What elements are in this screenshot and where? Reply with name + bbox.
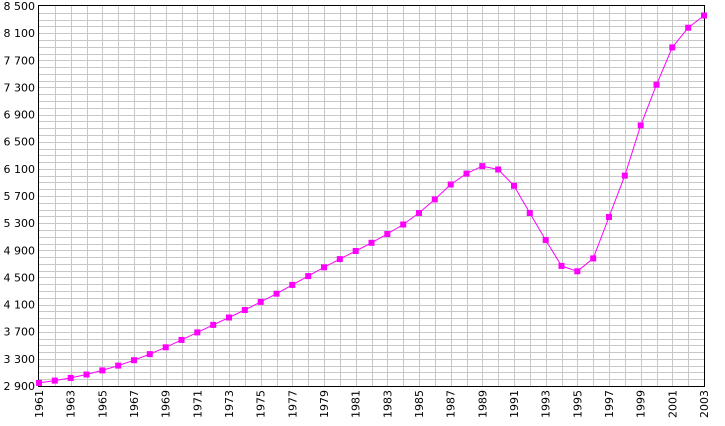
x-tick-label: 1981	[350, 390, 363, 418]
data-point-marker	[621, 172, 628, 179]
grid	[39, 6, 704, 386]
data-point-marker	[305, 273, 312, 280]
x-tick-label: 1987	[445, 390, 458, 418]
x-tick-label: 1967	[128, 390, 141, 418]
data-point-marker	[542, 237, 549, 244]
x-tick-label: 1991	[508, 390, 521, 418]
x-tick-label: 1971	[191, 390, 204, 418]
y-tick-label: 8 500	[4, 0, 36, 13]
data-point-marker	[701, 12, 707, 19]
data-point-marker	[162, 344, 169, 351]
data-point-marker	[115, 362, 122, 369]
data-point-marker	[479, 163, 486, 170]
data-point-marker	[669, 44, 676, 51]
data-point-marker	[51, 377, 58, 384]
data-point-marker	[606, 214, 612, 220]
data-point-marker	[574, 268, 581, 275]
data-point-marker	[226, 314, 232, 321]
data-point-marker	[321, 264, 327, 271]
y-tick-label: 4 900	[4, 244, 36, 257]
data-point-marker	[83, 371, 90, 378]
data-point-marker	[685, 24, 692, 31]
data-point-marker	[653, 81, 660, 88]
data-point-marker	[495, 166, 502, 173]
data-point-marker	[590, 255, 597, 262]
x-tick-label: 2003	[698, 390, 711, 418]
x-tick-label: 2001	[666, 390, 679, 418]
x-tick-label: 1983	[381, 390, 394, 418]
data-point-marker	[241, 307, 248, 313]
data-point-marker	[257, 298, 264, 305]
data-point-marker	[36, 379, 42, 386]
data-point-marker	[368, 239, 375, 246]
y-tick-label: 8 100	[4, 27, 36, 40]
x-tick-label: 1999	[635, 390, 648, 418]
data-point-marker	[178, 336, 185, 343]
series-markers	[36, 12, 707, 386]
x-tick-label: 1997	[603, 390, 616, 418]
data-point-marker	[210, 321, 217, 328]
data-point-marker	[526, 210, 533, 216]
data-point-marker	[637, 122, 644, 129]
y-tick-label: 7 700	[4, 54, 36, 67]
x-tick-label: 1965	[96, 390, 109, 418]
data-point-marker	[352, 248, 359, 254]
y-tick-label: 4 500	[4, 271, 36, 284]
x-tick-label: 1963	[65, 390, 78, 418]
data-point-marker	[146, 351, 153, 358]
x-tick-label: 1979	[318, 390, 331, 418]
x-tick-label: 1975	[255, 390, 268, 418]
x-tick-label: 1985	[413, 390, 426, 418]
x-axis-tick-labels: 1961 1963 1965 1967 1969 1971 1973 1975 1977 1979…	[33, 390, 711, 418]
data-point-marker	[400, 221, 407, 228]
data-point-marker	[447, 181, 454, 188]
y-tick-label: 3 700	[4, 326, 36, 339]
data-point-marker	[289, 281, 296, 288]
data-point-marker	[336, 256, 343, 263]
x-tick-label: 1973	[223, 390, 236, 418]
y-tick-label: 6 500	[4, 136, 36, 149]
x-tick-label: 1995	[571, 390, 584, 418]
x-tick-label: 1989	[476, 390, 489, 418]
x-tick-label: 1977	[286, 390, 299, 418]
x-tick-label: 1993	[540, 390, 553, 418]
y-tick-label: 4 100	[4, 299, 36, 312]
data-point-marker	[463, 170, 470, 177]
y-tick-label: 3 300	[4, 353, 36, 366]
y-axis-tick-labels: 2 900 3 300 3 700 4 100 4 500 4 900 5 300 5 700…	[4, 0, 36, 393]
y-tick-label: 6 900	[4, 109, 36, 122]
data-point-marker	[273, 290, 280, 297]
y-tick-label: 5 300	[4, 217, 36, 230]
data-point-marker	[131, 357, 137, 364]
data-point-marker	[194, 329, 201, 336]
x-tick-label: 1961	[33, 390, 46, 418]
y-tick-label: 7 300	[4, 81, 36, 94]
y-tick-label: 5 700	[4, 190, 36, 203]
data-point-marker	[416, 210, 422, 216]
data-point-marker	[99, 367, 106, 374]
x-tick-label: 1969	[160, 390, 173, 418]
data-point-marker	[384, 231, 391, 237]
y-tick-label: 2 900	[4, 380, 36, 393]
data-point-marker	[431, 196, 438, 203]
data-point-marker	[511, 182, 517, 189]
data-point-marker	[67, 374, 74, 381]
y-tick-label: 6 100	[4, 163, 36, 176]
data-point-marker	[558, 262, 565, 269]
